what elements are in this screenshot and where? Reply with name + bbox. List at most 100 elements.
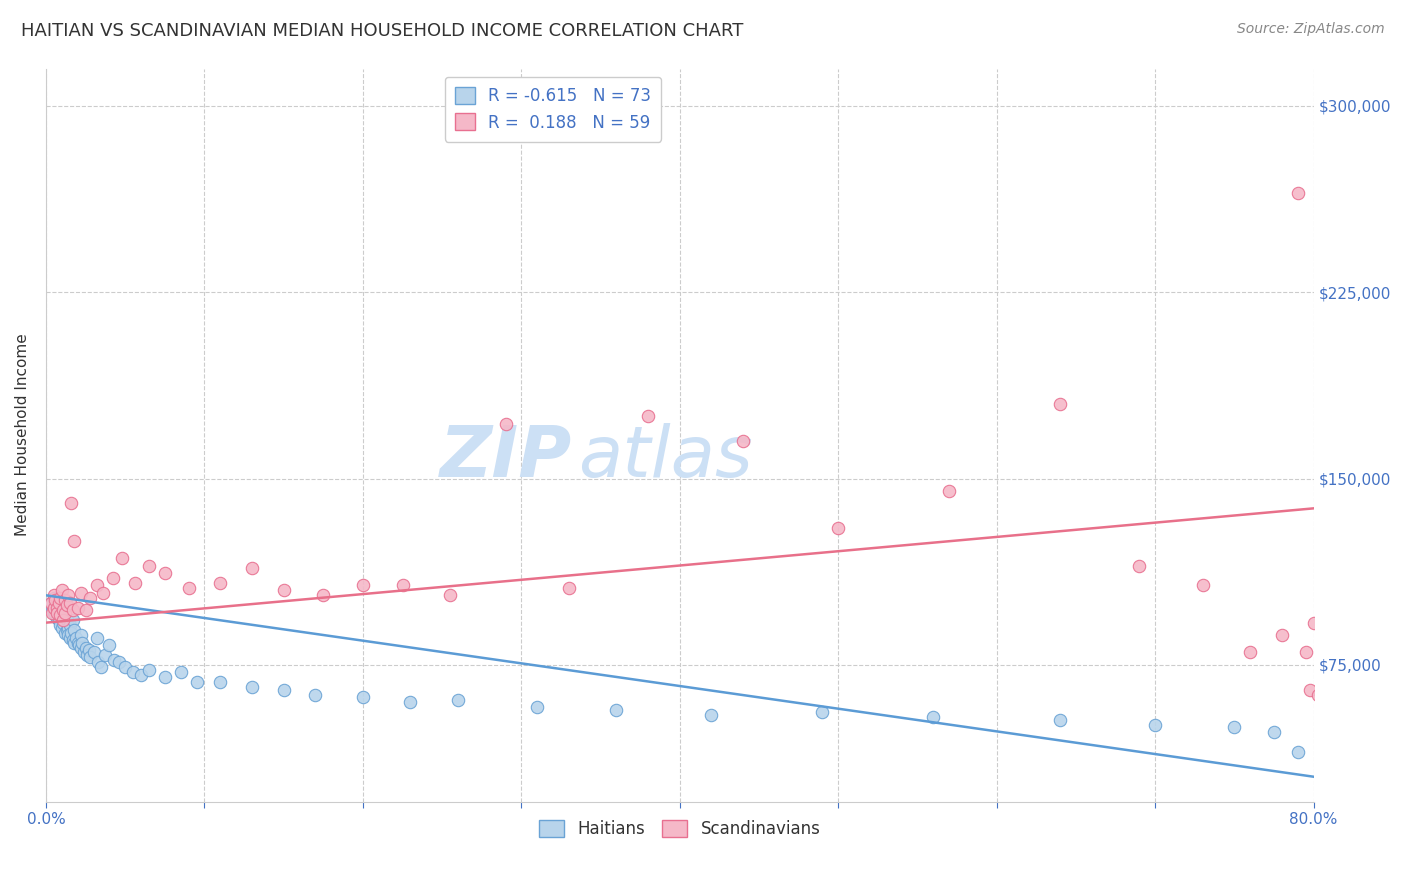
Point bbox=[62, 633, 84, 648]
Point bbox=[273, 682, 295, 697]
Point bbox=[60, 496, 83, 510]
Point bbox=[65, 631, 87, 645]
Point bbox=[55, 599, 77, 613]
Point bbox=[1239, 645, 1261, 659]
Point bbox=[69, 640, 91, 655]
Point bbox=[1128, 558, 1150, 573]
Point bbox=[56, 628, 79, 642]
Point bbox=[73, 645, 96, 659]
Point bbox=[1271, 628, 1294, 642]
Point bbox=[69, 586, 91, 600]
Point bbox=[98, 638, 121, 652]
Point bbox=[48, 603, 70, 617]
Point bbox=[138, 558, 160, 573]
Point bbox=[86, 631, 108, 645]
Point bbox=[352, 578, 374, 592]
Point bbox=[49, 618, 72, 632]
Point bbox=[1049, 397, 1071, 411]
Point bbox=[827, 521, 849, 535]
Point bbox=[44, 608, 66, 623]
Point bbox=[48, 596, 70, 610]
Point bbox=[52, 606, 75, 620]
Point bbox=[46, 596, 69, 610]
Point bbox=[46, 606, 69, 620]
Point bbox=[439, 588, 461, 602]
Point bbox=[52, 603, 75, 617]
Point bbox=[39, 596, 62, 610]
Point bbox=[53, 593, 76, 607]
Point bbox=[63, 635, 86, 649]
Point bbox=[605, 703, 627, 717]
Point bbox=[111, 551, 134, 566]
Point bbox=[51, 583, 73, 598]
Point bbox=[938, 483, 960, 498]
Point bbox=[209, 675, 232, 690]
Point bbox=[177, 581, 200, 595]
Point bbox=[129, 668, 152, 682]
Point bbox=[42, 606, 65, 620]
Point bbox=[51, 608, 73, 623]
Point bbox=[51, 599, 73, 613]
Point bbox=[66, 635, 89, 649]
Point bbox=[1295, 645, 1317, 659]
Point bbox=[59, 596, 82, 610]
Point bbox=[91, 586, 114, 600]
Point bbox=[114, 660, 136, 674]
Point bbox=[62, 613, 84, 627]
Point bbox=[49, 606, 72, 620]
Point bbox=[1299, 682, 1322, 697]
Point bbox=[72, 635, 94, 649]
Point bbox=[60, 625, 83, 640]
Point bbox=[62, 603, 84, 617]
Text: HAITIAN VS SCANDINAVIAN MEDIAN HOUSEHOLD INCOME CORRELATION CHART: HAITIAN VS SCANDINAVIAN MEDIAN HOUSEHOLD… bbox=[21, 22, 744, 40]
Point bbox=[76, 648, 98, 662]
Point bbox=[53, 606, 76, 620]
Point bbox=[447, 692, 470, 706]
Point bbox=[558, 581, 581, 595]
Point bbox=[90, 660, 112, 674]
Point bbox=[1191, 578, 1213, 592]
Point bbox=[55, 613, 77, 627]
Point bbox=[352, 690, 374, 705]
Point bbox=[273, 583, 295, 598]
Point bbox=[186, 675, 208, 690]
Point bbox=[63, 623, 86, 637]
Point bbox=[153, 670, 176, 684]
Point bbox=[52, 613, 75, 627]
Point bbox=[240, 680, 263, 694]
Point bbox=[44, 600, 66, 615]
Point bbox=[108, 656, 131, 670]
Point bbox=[495, 417, 517, 431]
Point bbox=[56, 621, 79, 635]
Point bbox=[53, 608, 76, 623]
Point bbox=[53, 625, 76, 640]
Point bbox=[700, 707, 723, 722]
Point bbox=[59, 618, 82, 632]
Point bbox=[39, 596, 62, 610]
Point bbox=[87, 656, 110, 670]
Point bbox=[922, 710, 945, 724]
Point bbox=[391, 578, 413, 592]
Point bbox=[86, 578, 108, 592]
Text: Source: ZipAtlas.com: Source: ZipAtlas.com bbox=[1237, 22, 1385, 37]
Point bbox=[1313, 688, 1336, 702]
Point bbox=[1144, 717, 1167, 731]
Point bbox=[55, 623, 77, 637]
Point bbox=[122, 665, 145, 680]
Point bbox=[1286, 186, 1309, 200]
Point bbox=[1308, 688, 1330, 702]
Point bbox=[1302, 615, 1324, 630]
Point bbox=[46, 600, 69, 615]
Point bbox=[77, 643, 100, 657]
Text: atlas: atlas bbox=[578, 423, 754, 491]
Point bbox=[83, 645, 105, 659]
Point bbox=[75, 640, 97, 655]
Point bbox=[51, 621, 73, 635]
Point bbox=[79, 591, 101, 605]
Point bbox=[1310, 682, 1333, 697]
Point bbox=[312, 588, 335, 602]
Point bbox=[75, 603, 97, 617]
Point bbox=[1223, 720, 1246, 734]
Point bbox=[209, 575, 232, 590]
Point bbox=[138, 663, 160, 677]
